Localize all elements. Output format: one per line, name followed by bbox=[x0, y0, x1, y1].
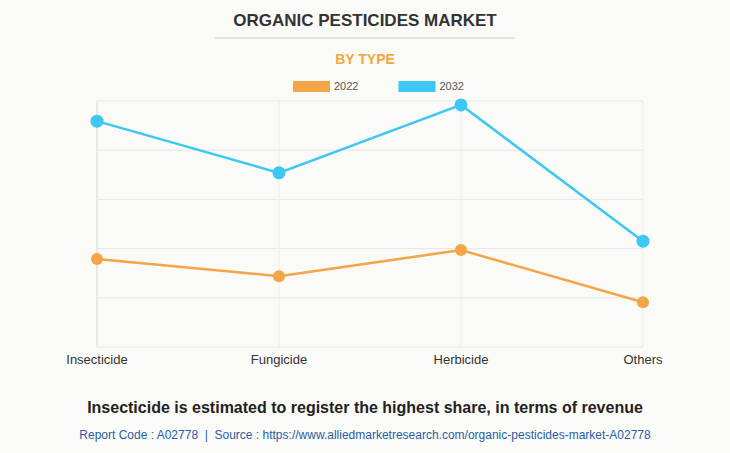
series-line bbox=[97, 105, 643, 241]
y-axis-line bbox=[97, 101, 98, 347]
footnote: Insecticide is estimated to register the… bbox=[87, 399, 643, 416]
point bbox=[455, 244, 467, 256]
grid-line bbox=[97, 297, 643, 298]
point bbox=[637, 235, 650, 248]
v-grid-line bbox=[643, 101, 644, 347]
subtitle: BY TYPE bbox=[335, 51, 395, 67]
x-tick-label: Herbicide bbox=[434, 352, 489, 367]
source: Report Code : A02778 | Source : https://… bbox=[79, 428, 651, 442]
grid-line bbox=[97, 150, 643, 151]
grid-line bbox=[97, 347, 643, 348]
v-grid-line bbox=[461, 101, 462, 347]
legend-swatch bbox=[293, 81, 330, 92]
plot-marks bbox=[91, 98, 650, 308]
v-grid-line bbox=[279, 101, 280, 347]
point bbox=[91, 115, 104, 128]
legend-swatch bbox=[398, 81, 435, 92]
x-tick-label: Fungicide bbox=[251, 352, 307, 367]
legend-label: 2022 bbox=[334, 80, 358, 92]
legend-label: 2032 bbox=[439, 80, 463, 92]
background bbox=[0, 0, 730, 453]
grid-line bbox=[97, 248, 643, 249]
point bbox=[637, 296, 649, 308]
v-grid-line bbox=[97, 101, 98, 347]
title-underline bbox=[215, 38, 515, 39]
series-line bbox=[97, 250, 643, 302]
grid-line bbox=[97, 101, 643, 102]
title: ORGANIC PESTICIDES MARKET bbox=[233, 11, 497, 30]
point bbox=[273, 166, 286, 179]
point bbox=[91, 253, 103, 265]
x-tick-label: Others bbox=[623, 352, 663, 367]
grid-line bbox=[97, 199, 643, 200]
x-tick-label: Insecticide bbox=[66, 352, 127, 367]
point bbox=[273, 270, 285, 282]
point bbox=[455, 98, 468, 111]
chart: ORGANIC PESTICIDES MARKET BY TYPE 2022 2032… bbox=[0, 0, 730, 453]
